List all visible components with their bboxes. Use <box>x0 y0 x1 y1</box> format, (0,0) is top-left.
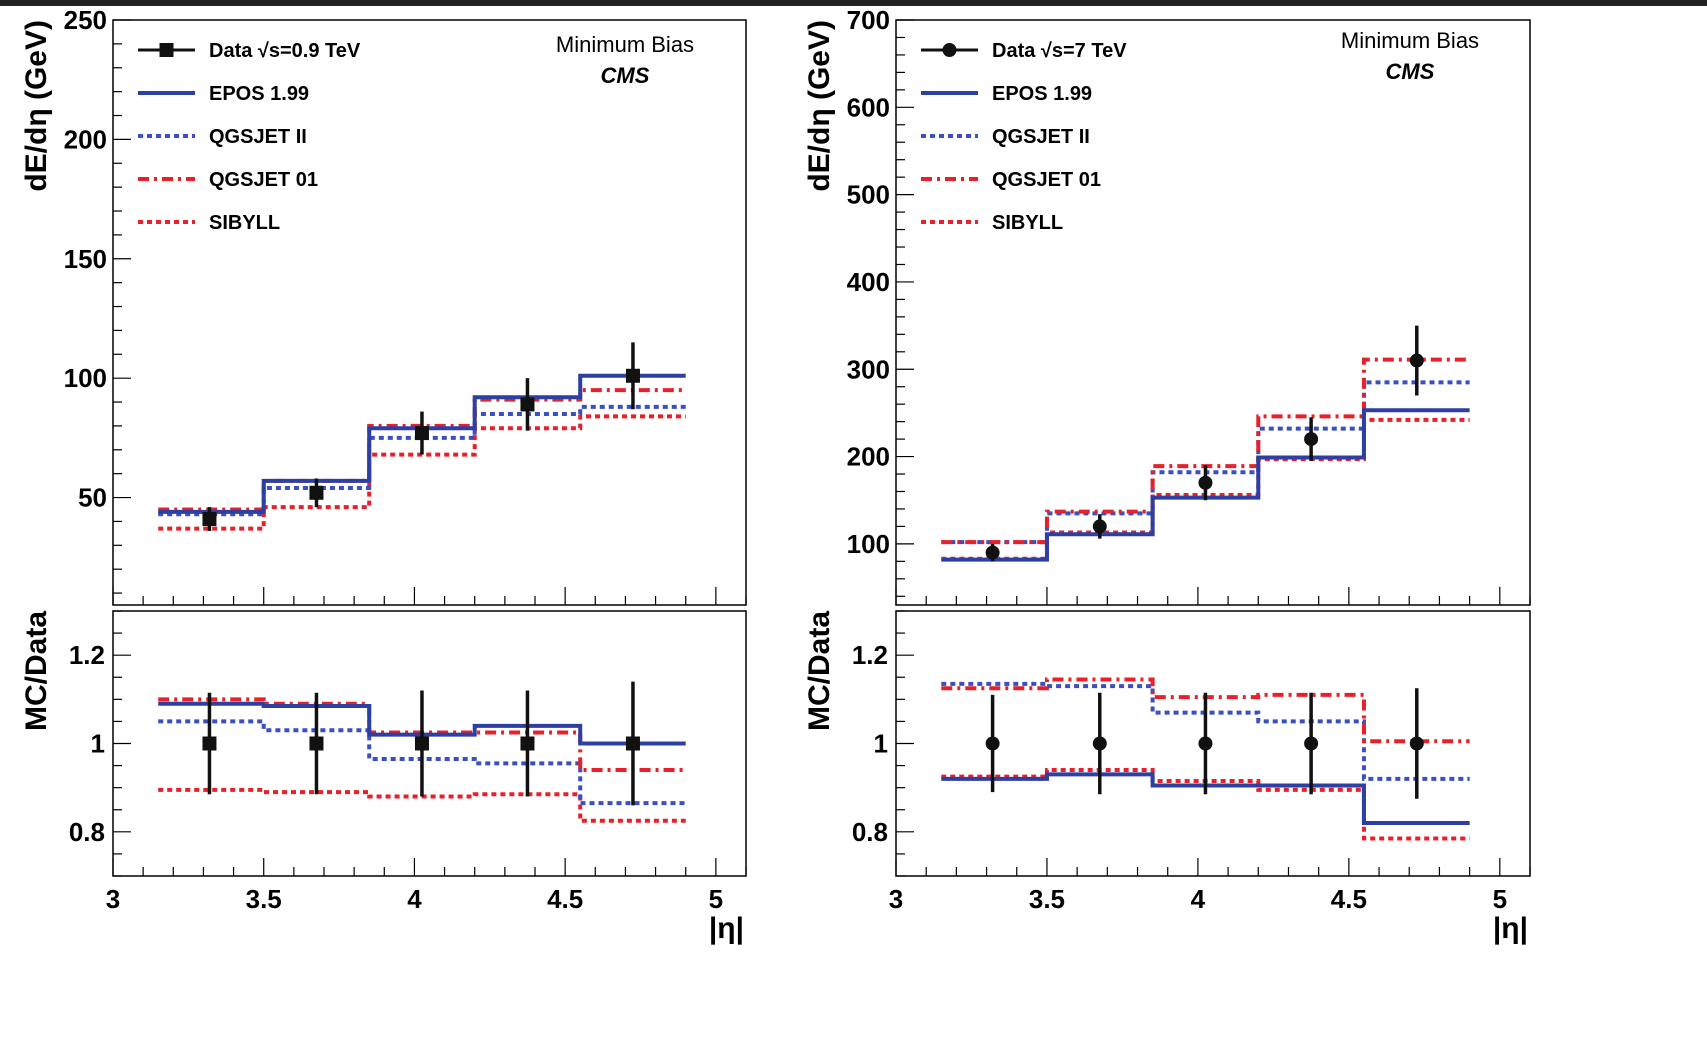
left-top-ytick-label: 200 <box>64 124 107 154</box>
left-bottom-ytick-label: 1.2 <box>69 640 105 670</box>
left-ylabel-top: dE/dη (GeV) <box>20 20 53 192</box>
left-xtick-label: 3 <box>106 884 120 914</box>
right-top-ytick-label: 700 <box>847 5 890 35</box>
right-xtick-label: 4 <box>1191 884 1206 914</box>
left-legend-label: EPOS 1.99 <box>209 83 309 105</box>
right-bottom-ytick-label: 1.2 <box>852 640 888 670</box>
right-top-data-point <box>1409 353 1424 368</box>
left-annotation: Minimum Bias <box>556 32 694 57</box>
right-top-series-qgsjet-01 <box>941 357 1470 545</box>
left-legend-label: SIBYLL <box>209 212 280 234</box>
left-top-ytick-label: 150 <box>64 244 107 274</box>
right-top-data-point <box>985 545 1000 560</box>
right-bottom-data-point <box>1198 736 1213 751</box>
left-bottom-data-point <box>625 736 640 751</box>
left-xlabel: |η| <box>709 912 744 945</box>
right-legend-label: QGSJET 01 <box>992 169 1101 191</box>
right-xlabel: |η| <box>1493 912 1528 945</box>
right-annotation: Minimum Bias <box>1341 28 1479 53</box>
right-top-ytick-label: 300 <box>847 354 890 384</box>
right-xtick-label: 3.5 <box>1029 884 1065 914</box>
left-top-data-point <box>202 512 217 527</box>
right-bottom-data-point <box>1409 736 1424 751</box>
right-bottom-data-point <box>1092 736 1107 751</box>
right-bottom-ytick-label: 0.8 <box>852 817 888 847</box>
right-legend-label: SIBYLL <box>992 212 1063 234</box>
right-top-ytick-label: 600 <box>847 92 890 122</box>
left-ylabel-bottom: MC/Data <box>20 611 53 731</box>
right-bottom-data-point <box>985 736 1000 751</box>
left-top-data-point <box>309 485 324 500</box>
right-top-data-point <box>1304 432 1319 447</box>
right-ylabel-bottom: MC/Data <box>803 611 836 731</box>
left-bottom-data-point <box>202 736 217 751</box>
left-xtick-label: 4.5 <box>547 884 583 914</box>
left-bottom-data-point <box>414 736 429 751</box>
left-xtick-label: 4 <box>407 884 422 914</box>
right-ylabel-top: dE/dη (GeV) <box>803 20 836 192</box>
right-xtick-label: 3 <box>889 884 903 914</box>
left-legend-data-label: Data √s=0.9 TeV <box>209 40 361 62</box>
right-top-data-point <box>1092 519 1107 534</box>
right-top-frame <box>895 19 1531 606</box>
left-top-data-point <box>414 426 429 441</box>
right-legend-data-marker <box>942 43 957 57</box>
left-top-data-point <box>520 397 535 412</box>
right-top-ytick-label: 100 <box>847 529 890 559</box>
left-top-frame <box>112 19 747 606</box>
right-legend-label: QGSJET II <box>992 126 1090 148</box>
left-top-ytick-label: 50 <box>78 483 107 513</box>
right-bottom-data-point <box>1304 736 1319 751</box>
right-legend-label: EPOS 1.99 <box>992 83 1092 105</box>
left-bottom-ytick-label: 1 <box>91 729 105 759</box>
left-top-ytick-label: 100 <box>64 363 107 393</box>
left-xtick-label: 3.5 <box>246 884 282 914</box>
right-bottom-series-epos-1-99 <box>941 772 1470 825</box>
left-bottom-data-point <box>520 736 535 751</box>
right-top-ytick-label: 200 <box>847 442 890 472</box>
right-top-ytick-label: 500 <box>847 180 890 210</box>
left-legend-label: QGSJET 01 <box>209 169 318 191</box>
right-top-ytick-label: 400 <box>847 267 890 297</box>
left-xtick-label: 5 <box>709 884 723 914</box>
left-top-data-point <box>625 368 640 383</box>
left-chart: 3 3.5 4 4.5 5 50 100 150 200 250 0.8 1 1.2 dE/dη (GeV… <box>20 5 747 945</box>
left-top-ytick-label: 250 <box>64 5 107 35</box>
left-bottom-ytick-label: 0.8 <box>69 817 105 847</box>
left-bottom-data-point <box>309 736 324 751</box>
left-legend-label: QGSJET II <box>209 126 307 148</box>
left-legend-data-marker <box>159 43 174 57</box>
left-experiment-label: CMS <box>601 63 650 88</box>
right-xtick-label: 4.5 <box>1331 884 1367 914</box>
right-chart: 3 3.5 4 4.5 5 100 200 300 400 500 600 700 0.8 1 1.2 dE/… <box>803 5 1531 945</box>
right-top-data-point <box>1198 475 1213 490</box>
right-legend-data-label: Data √s=7 TeV <box>992 40 1127 62</box>
right-xtick-label: 5 <box>1493 884 1507 914</box>
top-border-bar <box>0 0 1707 6</box>
right-bottom-ytick-label: 1 <box>874 729 888 759</box>
right-experiment-label: CMS <box>1386 59 1435 84</box>
right-top-series-qgsjet-ii <box>941 380 1470 545</box>
